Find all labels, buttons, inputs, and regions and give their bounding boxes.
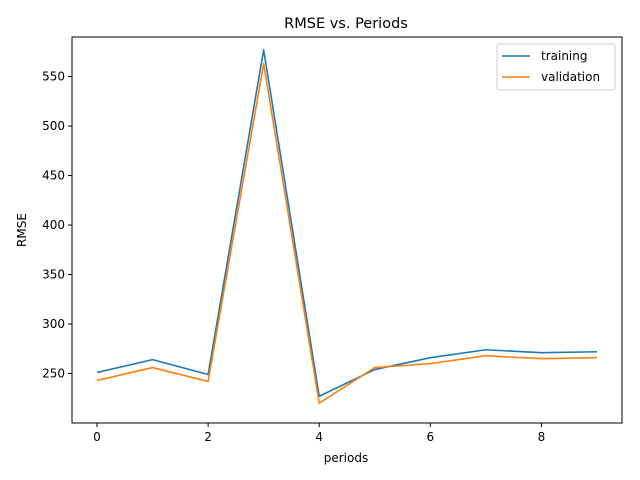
series-line-validation: [96, 62, 598, 405]
x-tick-label: 8: [538, 430, 546, 444]
y-tick-label: 500: [42, 119, 65, 133]
legend-label-training: training: [541, 49, 588, 63]
y-tick-label: 300: [42, 317, 65, 331]
chart-title: RMSE vs. Periods: [284, 16, 408, 32]
x-axis-label: periods: [324, 451, 368, 465]
plot-area: [71, 36, 623, 424]
y-tick-label: 350: [42, 268, 65, 282]
y-axis-label: RMSE: [15, 213, 29, 247]
series-line-training: [96, 49, 598, 398]
x-tick-label: 6: [427, 430, 435, 444]
x-tick-label: 0: [93, 430, 101, 444]
y-axis: 250 300 350 400 450 500 550: [42, 70, 72, 381]
legend-label-validation: validation: [541, 70, 600, 84]
x-axis: 0 2 4 6 8: [93, 423, 545, 444]
y-tick-label: 550: [42, 70, 65, 84]
series-lines: [96, 49, 598, 405]
y-tick-label: 250: [42, 367, 65, 381]
x-tick-label: 4: [315, 430, 323, 444]
x-tick-label: 2: [204, 430, 212, 444]
y-tick-label: 450: [42, 169, 65, 183]
y-tick-label: 400: [42, 218, 65, 232]
legend: training validation: [496, 43, 616, 91]
